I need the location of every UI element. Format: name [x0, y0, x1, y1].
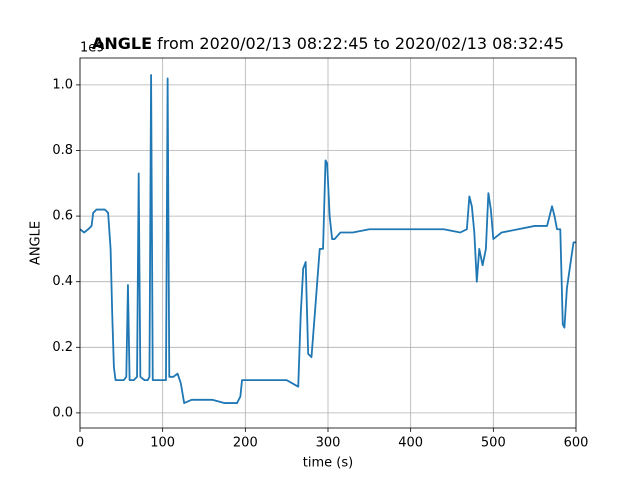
y-tick-label: 0.4: [52, 274, 73, 289]
plot-frame: [79, 57, 577, 429]
offset-label: 1e9: [80, 41, 105, 56]
x-tick-label: 500: [481, 436, 506, 451]
y-axis-label: ANGLE: [29, 221, 44, 265]
x-tick-label: 400: [398, 436, 423, 451]
y-tick-label: 0.6: [52, 209, 73, 224]
title-rest: from 2020/02/13 08:22:45 to 2020/02/13 0…: [157, 34, 564, 53]
x-tick-label: 300: [316, 436, 341, 451]
y-tick-label: 0.2: [52, 340, 73, 355]
chart-title: ANGLE from 2020/02/13 08:22:45 to 2020/0…: [92, 34, 564, 53]
y-tick-label: 1.0: [52, 77, 73, 92]
x-tick-label: 600: [564, 436, 589, 451]
x-axis-label: time (s): [303, 456, 353, 471]
title-bold: ANGLE: [92, 34, 152, 53]
x-tick-label: 200: [233, 436, 258, 451]
x-tick-label: 0: [76, 436, 84, 451]
y-tick-label: 0.8: [52, 143, 73, 158]
data-line: [79, 74, 576, 404]
x-tick-label: 100: [150, 436, 175, 451]
y-tick-label: 0.0: [52, 405, 73, 420]
